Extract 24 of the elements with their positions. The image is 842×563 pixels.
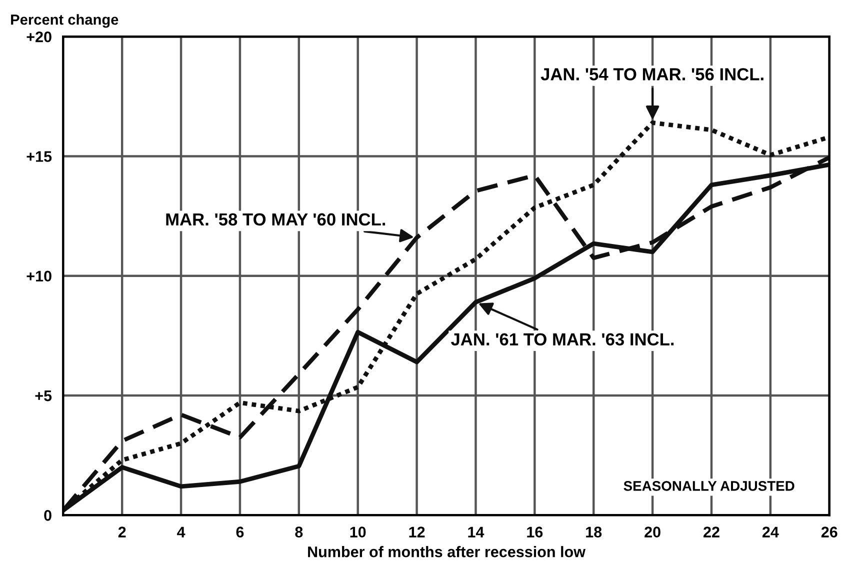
annotation: JAN. '54 TO MAR. '56 INCL. [540,68,764,80]
y-tick-label: +20 [26,31,52,42]
x-tick-label: 10 [350,526,366,538]
x-tick-label: 6 [236,526,244,538]
y-tick-label: +5 [35,390,52,402]
y-tick-label: +15 [26,151,52,162]
x-tick-label: 12 [409,526,425,538]
x-tick-label: 2 [118,526,126,538]
x-tick-label: 26 [821,526,838,538]
annotation: SEASONALLY ADJUSTED [624,481,794,491]
x-tick-label: 4 [177,526,186,538]
x-tick-label: 16 [527,526,543,538]
x-tick-label: 22 [704,526,720,538]
x-tick-label: 24 [762,526,779,538]
x-tick-label: 20 [644,526,660,538]
annotation: MAR. '58 TO MAY '60 INCL. [166,213,386,226]
x-tick-label: 8 [295,526,303,538]
y-tick-label: 0 [44,510,52,521]
x-tick-label: 18 [586,526,602,538]
annotation: JAN. '61 TO MAR. '63 INCL. [450,333,674,346]
y-axis-title: Percent change [11,14,118,28]
x-axis-title: Number of months after recession low [308,546,586,558]
y-tick-label: +10 [26,270,52,282]
x-tick-label: 14 [468,526,484,538]
